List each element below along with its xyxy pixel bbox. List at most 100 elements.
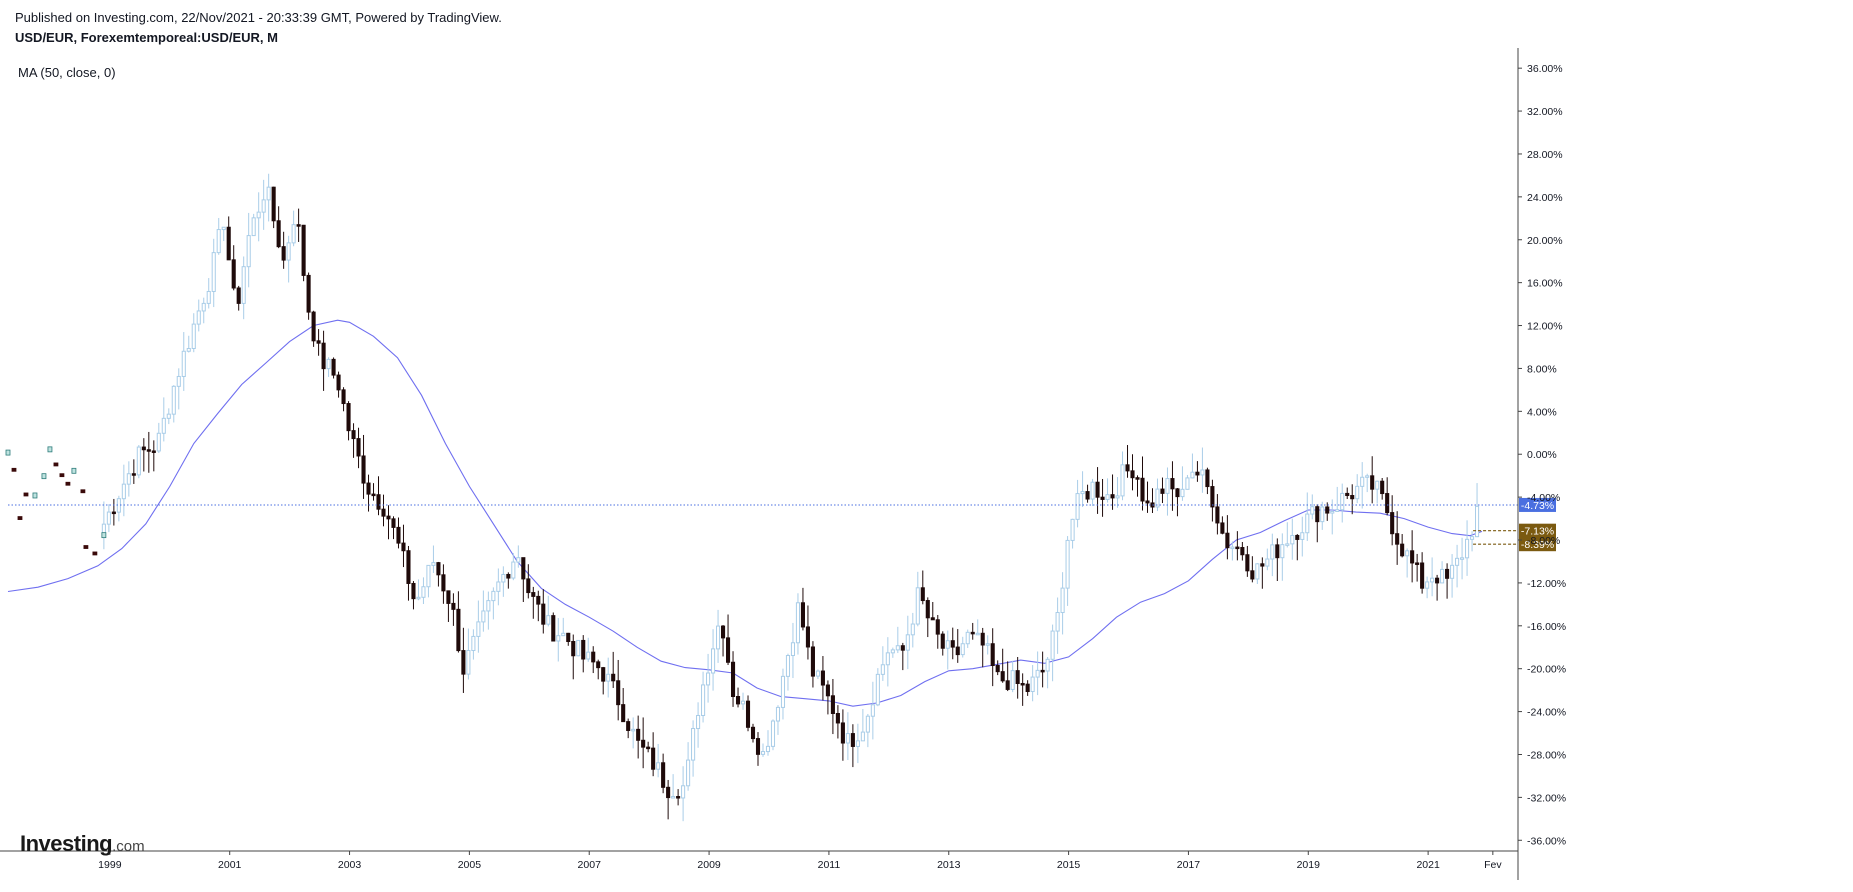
candle xyxy=(895,626,900,654)
candle xyxy=(875,668,880,707)
candle xyxy=(611,651,616,688)
candle xyxy=(411,581,416,610)
y-tick-label: -24.00% xyxy=(1527,707,1566,719)
candle xyxy=(486,591,491,630)
candle xyxy=(326,357,331,377)
x-tick-label: 2021 xyxy=(1416,859,1440,871)
early-candle xyxy=(53,462,59,467)
candle xyxy=(146,431,151,473)
candle xyxy=(865,713,870,748)
candle xyxy=(416,579,421,601)
early-candle xyxy=(11,467,17,472)
candle xyxy=(1105,478,1110,503)
candle xyxy=(840,709,845,761)
candle xyxy=(1385,477,1390,516)
candle xyxy=(1290,518,1295,560)
candle xyxy=(995,660,1000,676)
candle xyxy=(1310,494,1315,520)
candle xyxy=(466,628,471,680)
y-tick-label: 4.00% xyxy=(1527,406,1557,418)
candle xyxy=(151,440,156,472)
y-tick-label: 0.00% xyxy=(1527,449,1557,461)
candle xyxy=(1230,541,1235,561)
candle xyxy=(1110,474,1115,510)
candle xyxy=(915,571,920,627)
candle xyxy=(980,627,985,668)
candle xyxy=(636,715,641,759)
candle xyxy=(1365,473,1370,493)
candle xyxy=(1085,484,1090,503)
candle xyxy=(371,483,376,501)
candle xyxy=(436,561,441,587)
candle xyxy=(905,615,910,670)
candle xyxy=(1225,515,1230,560)
candle xyxy=(346,401,351,441)
candle xyxy=(686,742,691,791)
candle xyxy=(201,297,206,324)
candle xyxy=(491,587,496,620)
candle xyxy=(401,524,406,568)
candle xyxy=(730,651,736,707)
candle xyxy=(1380,477,1385,500)
candle xyxy=(261,179,266,230)
candle xyxy=(256,192,261,242)
candle xyxy=(1060,572,1065,635)
candle xyxy=(366,474,371,512)
candle xyxy=(246,212,251,288)
candle xyxy=(631,717,636,749)
candle xyxy=(621,688,626,723)
candle xyxy=(1270,533,1275,577)
y-tick-label: 8.00% xyxy=(1527,363,1557,375)
indicator-label[interactable]: MA (50, close, 0) xyxy=(18,65,116,80)
candle xyxy=(945,630,950,670)
candle xyxy=(1430,557,1435,597)
candle xyxy=(1355,474,1360,504)
candle xyxy=(1285,522,1290,548)
candle xyxy=(286,235,291,283)
candle xyxy=(860,709,865,742)
candle xyxy=(1065,536,1070,606)
candle xyxy=(536,590,541,622)
candle xyxy=(985,635,990,655)
candle xyxy=(296,208,301,242)
candle xyxy=(735,687,741,708)
candle xyxy=(1465,520,1470,576)
candle xyxy=(361,434,366,499)
candle xyxy=(1070,518,1075,549)
candle xyxy=(376,476,381,516)
candle xyxy=(461,627,466,693)
candle xyxy=(1195,461,1200,482)
x-tick-label: 2005 xyxy=(458,859,482,871)
candle xyxy=(641,717,646,769)
candle xyxy=(1000,648,1005,683)
candle xyxy=(1235,531,1240,561)
svg-text:-7.13%: -7.13% xyxy=(1521,526,1554,538)
candle xyxy=(471,629,476,660)
candle xyxy=(1475,483,1480,538)
candle xyxy=(106,504,111,533)
candle xyxy=(795,593,801,655)
candle xyxy=(601,666,606,695)
y-tick-label: -16.00% xyxy=(1527,621,1566,633)
candle xyxy=(501,566,506,597)
candle xyxy=(1360,462,1365,509)
candle xyxy=(740,692,746,710)
candle xyxy=(880,646,885,681)
candle xyxy=(101,501,106,550)
candle xyxy=(356,427,361,469)
candle xyxy=(681,766,686,822)
candle xyxy=(651,732,656,777)
candle xyxy=(1450,554,1455,598)
x-tick-label: 2007 xyxy=(578,859,602,871)
candle xyxy=(820,656,825,701)
candle xyxy=(291,210,296,247)
candle xyxy=(696,702,701,748)
candle xyxy=(386,505,391,540)
candle xyxy=(216,217,221,255)
candle xyxy=(1045,656,1050,689)
candle xyxy=(760,743,766,757)
candle xyxy=(511,553,516,581)
candle xyxy=(850,724,855,768)
candle xyxy=(1325,502,1330,521)
